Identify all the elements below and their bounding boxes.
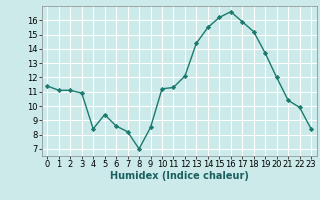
X-axis label: Humidex (Indice chaleur): Humidex (Indice chaleur) <box>110 171 249 181</box>
